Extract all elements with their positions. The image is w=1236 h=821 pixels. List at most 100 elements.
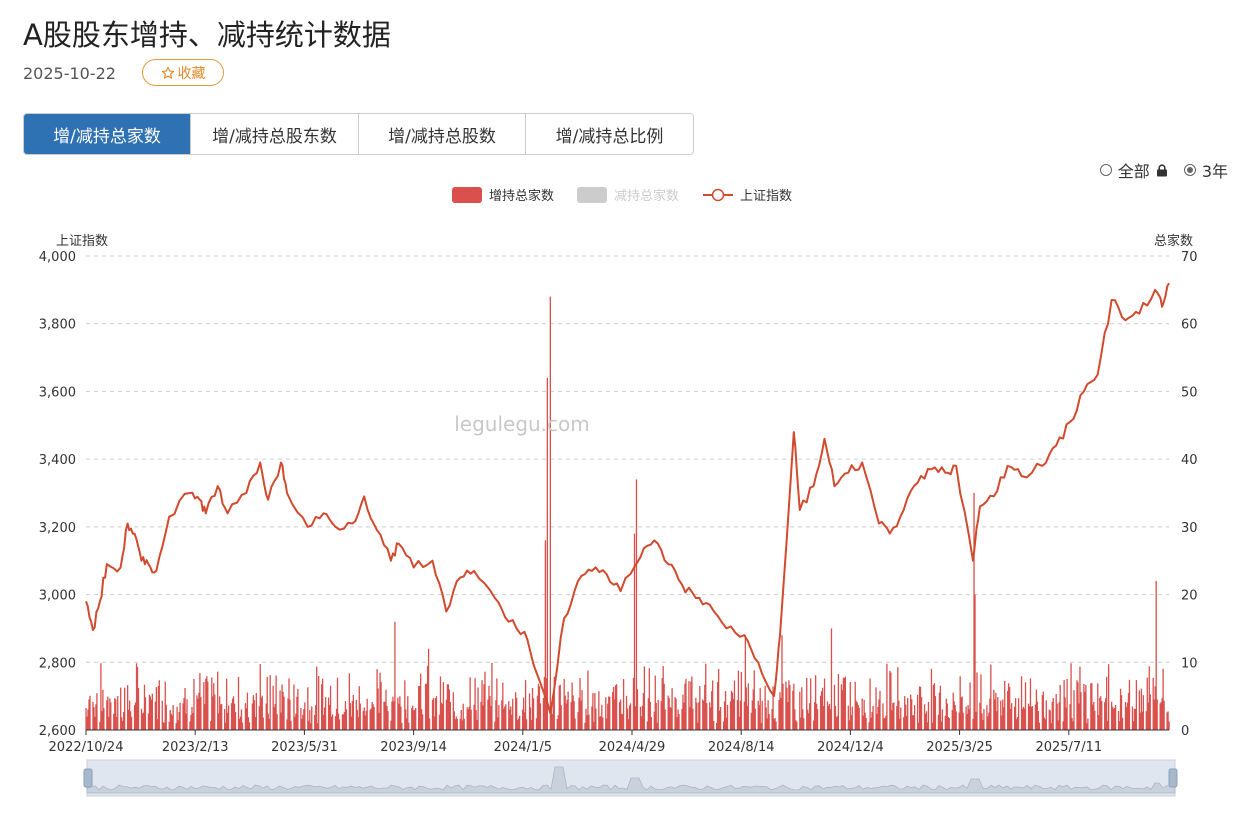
legend-item[interactable]: 增持总家数	[452, 187, 554, 204]
increase-bar	[427, 648, 430, 730]
increase-bar	[835, 717, 838, 730]
increase-bar	[739, 700, 742, 730]
increase-bar	[780, 697, 782, 730]
increase-bar	[251, 703, 254, 730]
index-line	[85, 282, 1170, 715]
increase-bar	[794, 709, 796, 730]
tab-total-companies[interactable]: 增/减持总家数	[24, 114, 191, 154]
increase-bar	[862, 715, 864, 730]
increase-bar	[1132, 721, 1135, 730]
increase-bar	[148, 694, 151, 730]
increase-bar	[279, 690, 281, 730]
increase-bar	[678, 714, 680, 730]
tab-total-shares[interactable]: 增/减持总股数	[359, 114, 526, 154]
datazoom-slider[interactable]	[83, 759, 1178, 797]
increase-bar	[879, 690, 881, 730]
increase-bar	[654, 675, 656, 730]
increase-bar	[462, 703, 464, 730]
increase-bar	[813, 720, 815, 730]
increase-bar	[401, 722, 403, 730]
increase-bar	[536, 695, 539, 730]
zoom-handle-left[interactable]	[83, 768, 93, 788]
increase-bar	[653, 711, 655, 730]
increase-bar	[258, 706, 260, 730]
increase-bar	[642, 693, 645, 730]
increase-bar	[639, 706, 642, 730]
increase-bar	[807, 709, 809, 730]
increase-bar	[448, 689, 451, 730]
chart-legend[interactable]: 增持总家数 减持总家数 上证指数	[452, 187, 792, 204]
increase-bar	[841, 690, 844, 730]
increase-bar	[106, 700, 108, 730]
increase-bar	[564, 695, 566, 730]
increase-bar	[646, 721, 648, 730]
increase-bar	[504, 706, 506, 730]
increase-bar	[884, 718, 886, 730]
increase-bar	[965, 706, 967, 730]
increase-bar	[973, 493, 975, 730]
increase-bar	[329, 685, 332, 730]
increase-bar	[988, 712, 990, 730]
increase-bar	[854, 681, 856, 730]
range-3y-radio[interactable]	[1183, 164, 1196, 176]
increase-bar	[434, 698, 437, 730]
x-tick-label: 2025/7/11	[1035, 740, 1102, 755]
increase-bar	[1037, 711, 1040, 730]
increase-bar	[1063, 679, 1065, 730]
left-axis-title: 上证指数	[56, 234, 108, 249]
x-tick-label: 2025/3/25	[926, 740, 993, 755]
increase-bar	[885, 715, 887, 730]
increase-bar	[850, 715, 852, 730]
increase-bar	[588, 714, 590, 730]
tab-total-shareholders[interactable]: 增/减持总股东数	[191, 114, 359, 154]
increase-bar	[420, 673, 422, 730]
increase-bar	[1167, 711, 1169, 730]
increase-bar	[823, 678, 826, 730]
increase-bar	[662, 666, 664, 730]
increase-bar	[676, 717, 678, 730]
increase-bar	[912, 715, 915, 730]
increase-bar	[518, 715, 521, 730]
increase-bar	[304, 702, 306, 730]
increase-bar	[1118, 721, 1121, 730]
increase-bar	[1009, 686, 1011, 730]
increase-bar	[566, 699, 568, 730]
increase-bar	[239, 716, 242, 730]
increase-bar	[868, 722, 870, 730]
increase-bar	[567, 691, 569, 730]
increase-bar	[445, 699, 448, 730]
increase-bar	[848, 720, 850, 730]
range-all-radio[interactable]	[1099, 164, 1112, 176]
increase-bar	[539, 703, 542, 730]
increase-bar	[1121, 717, 1124, 730]
increase-bar	[245, 708, 248, 730]
legend-item[interactable]: 减持总家数	[577, 187, 679, 204]
increase-bar	[615, 685, 617, 730]
increase-bar	[123, 712, 125, 730]
increase-bar	[799, 691, 801, 730]
right-tick-label: 70	[1181, 250, 1198, 265]
increase-bar	[244, 703, 247, 730]
legend-item[interactable]: 上证指数	[703, 188, 792, 204]
increase-bar	[820, 691, 823, 730]
increase-bar	[408, 722, 410, 730]
increase-bar	[446, 684, 449, 730]
increase-bar	[217, 671, 219, 730]
increase-bar	[730, 690, 733, 730]
increase-bar	[951, 709, 953, 730]
increase-bar	[532, 698, 535, 730]
increase-bar	[751, 700, 753, 730]
x-tick-label: 2024/4/29	[599, 740, 666, 755]
increase-bar	[1110, 701, 1113, 730]
increase-bar	[127, 709, 130, 730]
increase-bar	[316, 666, 318, 730]
favorite-button[interactable]: 收藏	[142, 59, 224, 86]
increase-bar	[574, 718, 576, 730]
increase-bar	[391, 701, 393, 730]
tab-total-ratio[interactable]: 增/减持总比例	[526, 114, 693, 154]
increase-bar	[415, 707, 417, 730]
zoom-handle-right[interactable]	[1168, 768, 1178, 788]
increase-bar	[858, 707, 860, 730]
increase-bar	[549, 296, 551, 730]
increase-bar	[1083, 684, 1085, 730]
